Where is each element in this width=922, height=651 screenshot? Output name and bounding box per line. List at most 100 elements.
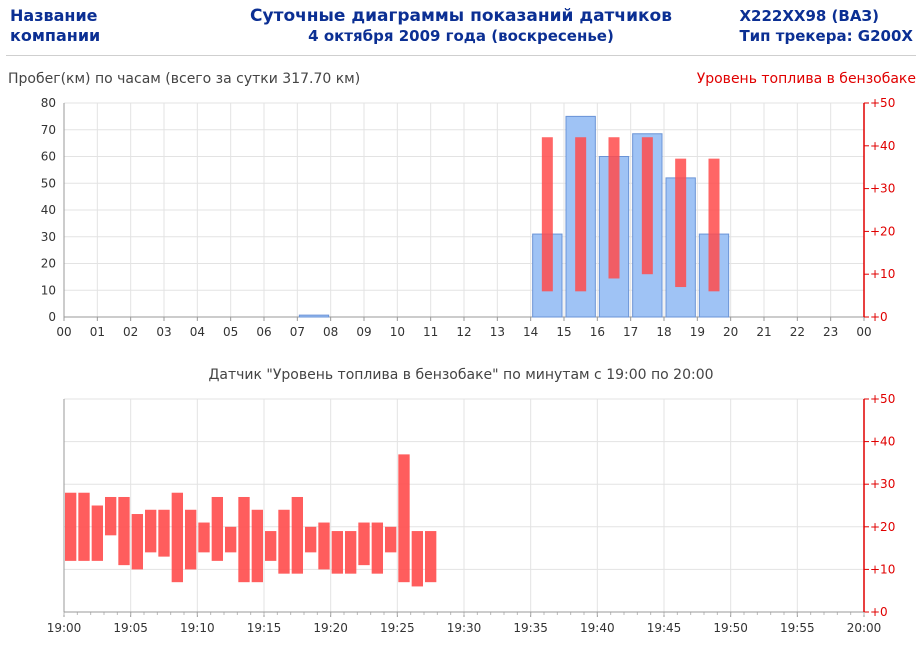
fuel-minute-bar [331, 531, 343, 574]
fuel-range-bar [608, 137, 620, 279]
y-tick-left: 70 [41, 123, 56, 137]
fuel-minute-bar [411, 531, 423, 587]
x-tick-label: 01 [90, 325, 105, 339]
company-name: Название компании [10, 6, 130, 46]
x-tick-label: 19:05 [113, 621, 148, 635]
y-tick-right: +0 [870, 310, 888, 324]
mileage-bar [298, 314, 330, 318]
y-tick-right: +20 [870, 520, 895, 534]
x-tick-label: 17 [623, 325, 638, 339]
x-tick-label: 23 [823, 325, 838, 339]
x-tick-label: 19:00 [47, 621, 82, 635]
fuel-minute-bar [185, 509, 197, 570]
fuel-minute-bar [265, 531, 277, 561]
y-tick-right: +20 [870, 224, 895, 238]
x-tick-label: 03 [156, 325, 171, 339]
fuel-minute-bar [371, 522, 383, 574]
fuel-minute-bar [145, 509, 157, 553]
y-tick-right: +30 [870, 477, 895, 491]
fuel-minute-bar [238, 496, 250, 583]
fuel-minute-bar [78, 492, 90, 561]
company-line-2: компании [10, 26, 101, 45]
x-tick-label: 14 [523, 325, 538, 339]
x-tick-label: 11 [423, 325, 438, 339]
fuel-range-bar [708, 158, 720, 292]
x-tick-label: 19:25 [380, 621, 415, 635]
x-tick-label: 19:40 [580, 621, 615, 635]
y-tick-left: 60 [41, 150, 56, 164]
x-tick-label: 07 [290, 325, 305, 339]
x-tick-label: 19:35 [513, 621, 548, 635]
y-tick-left: 50 [41, 176, 56, 190]
fuel-minute-bar [211, 496, 223, 561]
x-tick-label: 02 [123, 325, 138, 339]
x-tick-label: 19:20 [313, 621, 348, 635]
mileage-chart-title: Пробег(км) по часам (всего за сутки 317.… [8, 71, 361, 87]
x-tick-label: 06 [256, 325, 271, 339]
x-tick-label: 12 [456, 325, 471, 339]
report-title: Суточные диаграммы показаний датчиков [250, 6, 672, 26]
fuel-minute-bar [118, 496, 130, 566]
fuel-range-bar [675, 158, 687, 288]
y-tick-left: 30 [41, 230, 56, 244]
x-tick-label: 10 [390, 325, 405, 339]
y-tick-right: +30 [870, 182, 895, 196]
y-tick-left: 40 [41, 203, 56, 217]
fuel-minute-bar [385, 526, 397, 553]
fuel-minute-bar [65, 492, 77, 561]
x-tick-label: 22 [790, 325, 805, 339]
x-tick-label: 19 [690, 325, 705, 339]
hourly-mileage-fuel-chart: 0 10 20 30 40 50 60 70 80 00 01 02 03 04 05 06 07 08 09 10 1… [41, 96, 896, 339]
fuel-minute-bar [198, 522, 210, 553]
fuel-range-bar [641, 137, 653, 275]
fuel-minute-bar [358, 522, 370, 566]
fuel-minute-chart-title: Датчик "Уровень топлива в бензобаке" по … [208, 367, 714, 383]
fuel-minute-bar [305, 526, 317, 553]
y-tick-right: +50 [870, 96, 895, 110]
fuel-range-bar [575, 137, 587, 292]
y-tick-left: 80 [41, 96, 56, 110]
vehicle-info: X222XX98 (ВАЗ) Тип трекера: G200X [739, 6, 913, 46]
y-tick-right: +10 [870, 562, 895, 576]
x-tick-label: 13 [490, 325, 505, 339]
x-tick-label: 19:30 [447, 621, 482, 635]
fuel-minute-bar [225, 526, 237, 553]
y-tick-right: +10 [870, 267, 895, 281]
vehicle-plate: X222XX98 (ВАЗ) [739, 7, 879, 25]
x-tick-label: 15 [556, 325, 571, 339]
x-tick-label: 19:50 [713, 621, 748, 635]
x-tick-label: 00 [856, 325, 871, 339]
x-tick-label: 19:10 [180, 621, 215, 635]
minute-fuel-chart: +0 +10 +20 +30 +40 +50 19:00 19:05 19:10 19:15 19:… [47, 392, 896, 635]
fuel-minute-bar [171, 492, 183, 583]
fuel-minute-bar [158, 509, 170, 557]
x-tick-label: 20 [723, 325, 738, 339]
fuel-minute-bar [131, 514, 143, 570]
x-tick-label: 19:55 [780, 621, 815, 635]
report-date: 4 октября 2009 года (воскресенье) [308, 27, 614, 45]
fuel-minute-bar [398, 454, 410, 583]
x-tick-label: 20:00 [847, 621, 882, 635]
x-tick-label: 21 [756, 325, 771, 339]
y-tick-left: 0 [48, 310, 56, 324]
x-tick-label: 19:45 [647, 621, 682, 635]
y-tick-right: +40 [870, 139, 895, 153]
fuel-minute-bar [105, 496, 117, 536]
fuel-minute-bar [318, 522, 330, 570]
x-tick-label: 04 [190, 325, 205, 339]
header-divider [6, 55, 916, 56]
y-tick-left: 20 [41, 257, 56, 271]
report-title-block: Суточные диаграммы показаний датчиков 4 … [0, 6, 922, 46]
x-tick-label: 08 [323, 325, 338, 339]
fuel-minute-bar [278, 509, 290, 574]
fuel-minute-bar [251, 509, 263, 583]
x-tick-label: 16 [590, 325, 605, 339]
fuel-minute-bar [91, 505, 103, 561]
y-tick-right: +40 [870, 435, 895, 449]
x-tick-label: 05 [223, 325, 238, 339]
fuel-minute-bar [345, 531, 357, 574]
fuel-minute-bar [291, 496, 303, 574]
fuel-chart-legend: Уровень топлива в бензобаке [696, 71, 916, 87]
x-tick-label: 18 [656, 325, 671, 339]
